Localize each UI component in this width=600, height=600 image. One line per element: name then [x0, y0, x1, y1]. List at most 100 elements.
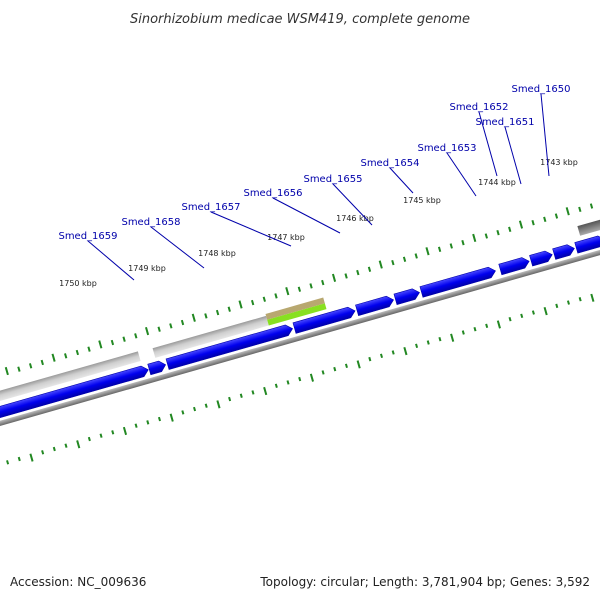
- tick-mark: [426, 340, 430, 345]
- tick-mark: [169, 323, 173, 329]
- tick-mark: [578, 297, 582, 302]
- kbp-label: 1743 kbp: [540, 158, 578, 167]
- tick-mark: [520, 313, 524, 319]
- tick-mark: [238, 300, 243, 309]
- tick-mark: [414, 253, 418, 259]
- gene-label[interactable]: Smed_1653: [417, 143, 476, 154]
- leader-line: [150, 226, 205, 269]
- tick-mark: [157, 416, 161, 422]
- tick-mark: [6, 460, 10, 465]
- grey-feature: [152, 315, 269, 358]
- gene-label[interactable]: Smed_1658: [121, 217, 180, 228]
- tick-mark: [169, 413, 174, 422]
- tick-mark: [29, 453, 34, 462]
- grey-feature-dark: [577, 215, 600, 236]
- tick-mark: [250, 299, 255, 306]
- tick-mark: [415, 343, 419, 349]
- tick-mark: [566, 300, 570, 305]
- tick-mark: [484, 233, 488, 239]
- tick-mark: [391, 259, 395, 266]
- gene-arrow: [498, 257, 530, 276]
- tick-mark: [403, 346, 408, 356]
- accession-text: Accession: NC_009636: [10, 575, 146, 589]
- tick-mark: [485, 323, 489, 329]
- tick-mark: [75, 349, 80, 356]
- gene-arrow: [147, 360, 167, 376]
- tick-mark: [331, 273, 337, 282]
- gene-arrow: [419, 266, 496, 298]
- gene-label[interactable]: Smed_1651: [475, 117, 534, 128]
- tick-mark: [274, 383, 278, 388]
- tick-mark: [356, 269, 360, 276]
- tick-mark: [402, 256, 407, 262]
- tick-mark: [518, 220, 524, 229]
- genome-summary-text: Topology: circular; Length: 3,781,904 bp…: [259, 575, 590, 589]
- gene-label[interactable]: Smed_1659: [58, 231, 117, 242]
- gene-label[interactable]: Smed_1657: [181, 202, 240, 213]
- tick-mark: [52, 446, 56, 452]
- map-title: Sinorhizobium medicae WSM419, complete g…: [130, 12, 470, 27]
- backbone-line: [0, 228, 600, 431]
- tick-mark: [99, 433, 103, 438]
- leader-line: [272, 197, 341, 234]
- tick-mark: [4, 366, 9, 376]
- gene-label[interactable]: Smed_1650: [511, 84, 570, 95]
- tick-mark: [554, 213, 559, 219]
- tick-mark: [496, 229, 500, 236]
- tick-mark: [227, 306, 231, 312]
- tick-mark: [145, 326, 150, 336]
- leader-line: [332, 183, 373, 226]
- gene-arrow: [0, 365, 149, 425]
- tick-mark: [204, 403, 208, 408]
- tick-mark: [333, 366, 337, 372]
- leader-line: [87, 240, 135, 281]
- tick-mark: [157, 326, 161, 332]
- tick-mark: [286, 380, 290, 385]
- tick-mark: [285, 287, 290, 296]
- kbp-label: 1747 kbp: [267, 233, 305, 242]
- gene-label[interactable]: Smed_1655: [303, 174, 362, 185]
- tick-mark: [450, 333, 455, 342]
- tick-mark: [263, 386, 268, 396]
- kbp-label: 1745 kbp: [403, 196, 441, 205]
- tick-mark: [274, 293, 278, 299]
- grey-feature: [0, 351, 141, 409]
- kbp-label: 1749 kbp: [128, 264, 166, 273]
- tick-mark: [17, 456, 21, 462]
- gene-label[interactable]: Smed_1652: [449, 102, 508, 113]
- tick-mark: [378, 260, 383, 269]
- tick-mark: [87, 346, 91, 352]
- tick-mark: [228, 396, 232, 402]
- tick-mark: [425, 247, 430, 256]
- tick-mark: [309, 373, 315, 382]
- tick-mark: [180, 319, 185, 326]
- leader-line: [540, 93, 550, 177]
- tick-mark: [239, 393, 243, 398]
- tick-mark: [589, 203, 594, 209]
- tick-mark: [204, 313, 208, 319]
- tick-mark: [64, 443, 68, 448]
- tick-mark: [543, 307, 548, 316]
- tick-mark: [193, 406, 197, 412]
- tick-mark: [437, 246, 442, 252]
- outer-tick-row: [4, 203, 594, 376]
- gene-arrow: [393, 288, 420, 305]
- genome-track: [0, 203, 600, 465]
- tick-mark: [51, 353, 56, 362]
- highlight-feature: [265, 297, 325, 320]
- tick-mark: [134, 423, 138, 428]
- tick-mark: [76, 440, 81, 449]
- kbp-label: 1750 kbp: [59, 279, 97, 288]
- tick-mark: [578, 206, 582, 213]
- kbp-labels: 1743 kbp 1744 kbp 1745 kbp 1746 kbp 1747 kbp…: [59, 158, 578, 288]
- tick-mark: [191, 313, 196, 322]
- tick-mark: [543, 216, 547, 223]
- tick-mark: [508, 316, 512, 322]
- tick-mark: [321, 279, 325, 286]
- tick-mark: [216, 400, 221, 409]
- tick-mark: [438, 336, 442, 342]
- tick-mark: [472, 233, 477, 243]
- gene-label[interactable]: Smed_1654: [360, 158, 419, 169]
- gene-label[interactable]: Smed_1656: [243, 188, 302, 199]
